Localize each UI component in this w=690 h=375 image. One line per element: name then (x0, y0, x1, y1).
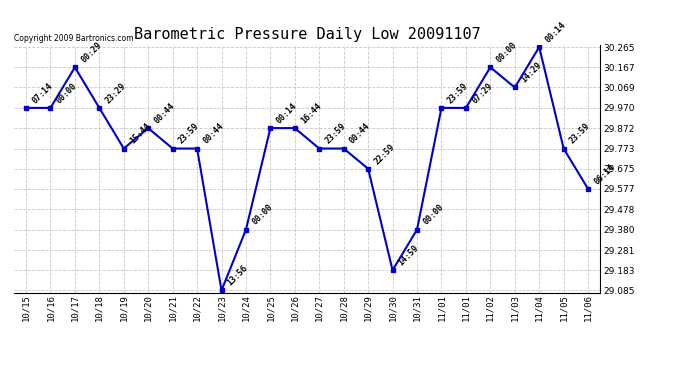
Text: 06:14: 06:14 (592, 162, 616, 186)
Text: 00:00: 00:00 (421, 203, 445, 227)
Text: 00:29: 00:29 (79, 40, 103, 64)
Text: 16:44: 16:44 (299, 101, 323, 125)
Text: 23:29: 23:29 (104, 81, 128, 105)
Text: 14:29: 14:29 (519, 61, 543, 85)
Text: 23:59: 23:59 (568, 122, 592, 146)
Text: 00:44: 00:44 (152, 101, 177, 125)
Text: 07:14: 07:14 (30, 81, 55, 105)
Text: 13:56: 13:56 (226, 264, 250, 288)
Text: 23:59: 23:59 (324, 122, 348, 146)
Text: 22:59: 22:59 (373, 142, 396, 166)
Text: 07:29: 07:29 (470, 81, 494, 105)
Text: 15:44: 15:44 (128, 122, 152, 146)
Text: 00:44: 00:44 (348, 122, 372, 146)
Text: 00:00: 00:00 (250, 203, 274, 227)
Text: 23:59: 23:59 (446, 81, 470, 105)
Text: 00:44: 00:44 (201, 122, 226, 146)
Text: 00:00: 00:00 (55, 81, 79, 105)
Text: 00:14: 00:14 (275, 101, 299, 125)
Text: 00:00: 00:00 (495, 40, 519, 64)
Title: Barometric Pressure Daily Low 20091107: Barometric Pressure Daily Low 20091107 (134, 27, 480, 42)
Text: 23:59: 23:59 (177, 122, 201, 146)
Text: Copyright 2009 Bartronics.com: Copyright 2009 Bartronics.com (14, 33, 133, 42)
Text: 14:59: 14:59 (397, 243, 421, 267)
Text: 00:14: 00:14 (543, 20, 567, 44)
